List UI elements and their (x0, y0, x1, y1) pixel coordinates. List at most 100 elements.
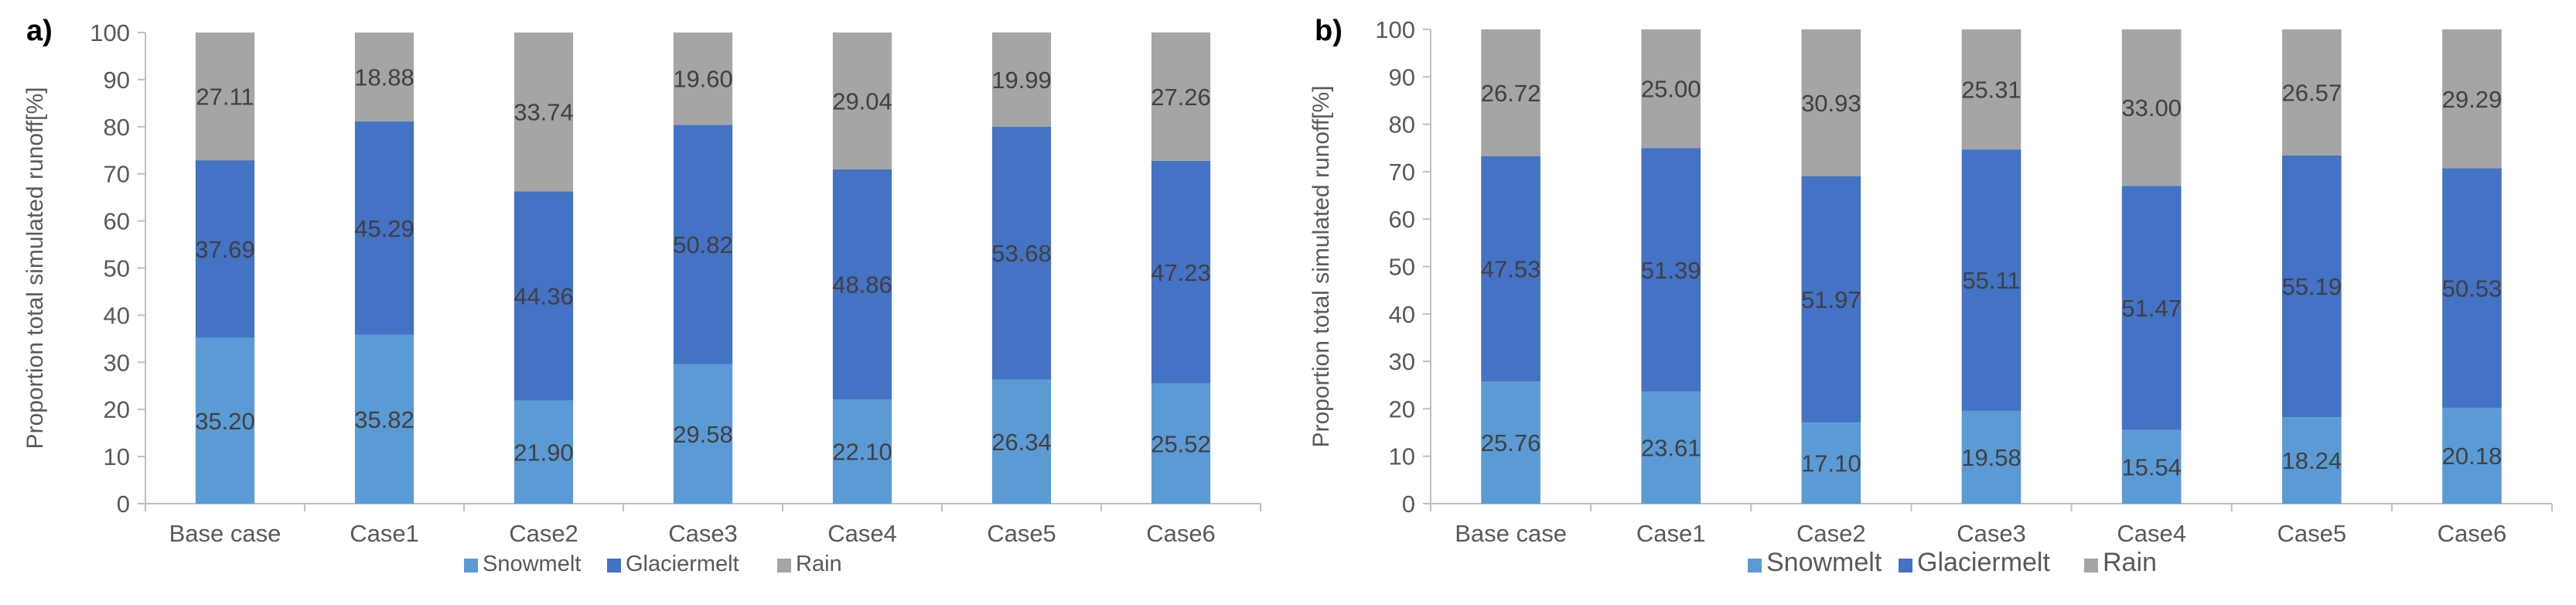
data-label-glaciermelt: 44.36 (513, 283, 574, 310)
legend-label-glaciermelt: Glaciermelt (1917, 548, 2050, 577)
data-label-rain: 27.26 (1151, 84, 1211, 111)
data-label-glaciermelt: 51.47 (2121, 295, 2182, 322)
legend-swatch-rain (777, 559, 791, 573)
x-tick-label: Case1 (350, 520, 419, 547)
bar-snowmelt (1641, 391, 1701, 504)
bar-glaciermelt (2281, 155, 2342, 418)
y-tick-label: 30 (104, 349, 130, 376)
data-label-rain: 30.93 (1801, 90, 1861, 117)
data-label-rain: 33.00 (2121, 94, 2182, 121)
y-tick-label: 90 (104, 67, 130, 94)
bar-snowmelt (513, 400, 574, 504)
legend-label-glaciermelt: Glaciermelt (626, 552, 739, 576)
data-label-glaciermelt: 47.53 (1481, 255, 1541, 282)
bar-rain (513, 32, 574, 192)
data-label-rain: 25.31 (1961, 77, 2022, 104)
bar-rain (1481, 29, 1540, 156)
data-label-glaciermelt: 53.68 (991, 240, 1052, 267)
data-label-rain: 26.57 (2281, 79, 2342, 106)
data-label-snowmelt: 25.76 (1481, 429, 1541, 456)
y-tick-label: 0 (117, 490, 130, 518)
data-label-snowmelt: 29.58 (673, 421, 733, 448)
bar-snowmelt (1961, 410, 2022, 504)
bar-rain (2442, 29, 2502, 169)
y-tick-label: 100 (90, 19, 130, 46)
data-label-glaciermelt: 51.39 (1641, 257, 1701, 284)
bar-snowmelt (832, 399, 892, 504)
data-label-glaciermelt: 37.69 (195, 236, 255, 263)
y-tick-label: 10 (104, 443, 130, 470)
x-tick-label: Case1 (1636, 520, 1706, 547)
bar-glaciermelt (195, 160, 255, 338)
bar-snowmelt (1151, 383, 1211, 504)
y-tick-label: 80 (104, 114, 130, 141)
data-label-snowmelt: 25.52 (1151, 430, 1211, 457)
bar-rain (673, 32, 733, 125)
bar-rain (2281, 29, 2342, 156)
y-tick-label: 40 (1389, 301, 1415, 328)
data-label-rain: 18.88 (354, 64, 415, 91)
data-label-glaciermelt: 50.53 (2442, 275, 2503, 302)
x-tick-label: Case2 (1796, 520, 1866, 547)
bar-snowmelt (2281, 417, 2342, 504)
data-label-rain: 33.74 (513, 99, 574, 126)
x-tick-label: Case4 (2117, 520, 2186, 547)
bar-glaciermelt (991, 126, 1052, 380)
bar-glaciermelt (1961, 149, 2022, 411)
bar-glaciermelt (1151, 160, 1211, 384)
y-tick-label: 60 (104, 208, 130, 235)
bar-snowmelt (1481, 381, 1540, 504)
data-label-glaciermelt: 47.23 (1151, 259, 1211, 286)
bar-rain (1961, 29, 2022, 150)
bar-snowmelt (354, 334, 415, 504)
legend-label-snowmelt: Snowmelt (1766, 548, 1882, 577)
data-label-snowmelt: 26.34 (991, 429, 1052, 456)
legend-label-snowmelt: Snowmelt (483, 552, 581, 576)
data-label-snowmelt: 20.18 (2442, 443, 2503, 470)
data-label-snowmelt: 22.10 (832, 439, 892, 466)
data-label-snowmelt: 35.82 (354, 406, 415, 433)
bar-rain (195, 32, 255, 161)
y-tick-label: 100 (1375, 16, 1415, 43)
y-tick-label: 90 (1389, 63, 1415, 91)
chart-panel-a: a) Proportion total simulated runoff[%] 0 1… (22, 15, 1261, 576)
x-tick-label: Case5 (2277, 520, 2346, 547)
x-tick-label: Base case (1455, 520, 1567, 547)
bar-rain (1641, 29, 1701, 149)
data-label-rain: 26.72 (1481, 80, 1541, 107)
bar-glaciermelt (513, 191, 574, 401)
data-label-glaciermelt: 45.29 (354, 215, 415, 242)
bar-glaciermelt (832, 169, 892, 400)
data-label-snowmelt: 15.54 (2121, 453, 2182, 480)
legend: Snowmelt Glaciermelt Rain (1748, 548, 2157, 577)
bar-glaciermelt (1641, 148, 1701, 392)
bar-rain (2121, 29, 2182, 186)
bar-rain (354, 32, 415, 122)
y-axis-label: Proportion total simulated runoff[%] (22, 87, 48, 449)
bar-snowmelt (2442, 408, 2502, 504)
panel-label: b) (1315, 15, 1343, 47)
y-tick-label: 50 (1389, 254, 1415, 281)
data-label-snowmelt: 21.90 (513, 439, 574, 466)
bar-glaciermelt (2121, 186, 2182, 430)
data-label-glaciermelt: 48.86 (832, 272, 892, 299)
data-label-snowmelt: 18.24 (2281, 447, 2342, 474)
y-tick-label: 70 (1389, 159, 1415, 186)
data-label-glaciermelt: 55.19 (2281, 273, 2342, 300)
data-label-rain: 19.60 (673, 66, 733, 93)
data-label-rain: 25.00 (1641, 76, 1701, 103)
data-label-glaciermelt: 55.11 (1962, 267, 2020, 294)
data-label-snowmelt: 23.61 (1641, 435, 1701, 462)
y-tick-label: 30 (1389, 348, 1415, 375)
y-tick-label: 70 (104, 161, 130, 188)
data-label-snowmelt: 35.20 (195, 408, 255, 435)
x-tick-label: Case2 (509, 520, 578, 547)
bar-snowmelt (2121, 429, 2182, 504)
legend-swatch-glaciermelt (1899, 559, 1912, 573)
y-tick-label: 20 (1389, 395, 1415, 422)
x-tick-label: Case4 (827, 520, 897, 547)
y-tick-label: 10 (1389, 443, 1415, 470)
data-label-snowmelt: 19.58 (1961, 444, 2022, 471)
y-tick-label: 80 (1389, 111, 1415, 138)
